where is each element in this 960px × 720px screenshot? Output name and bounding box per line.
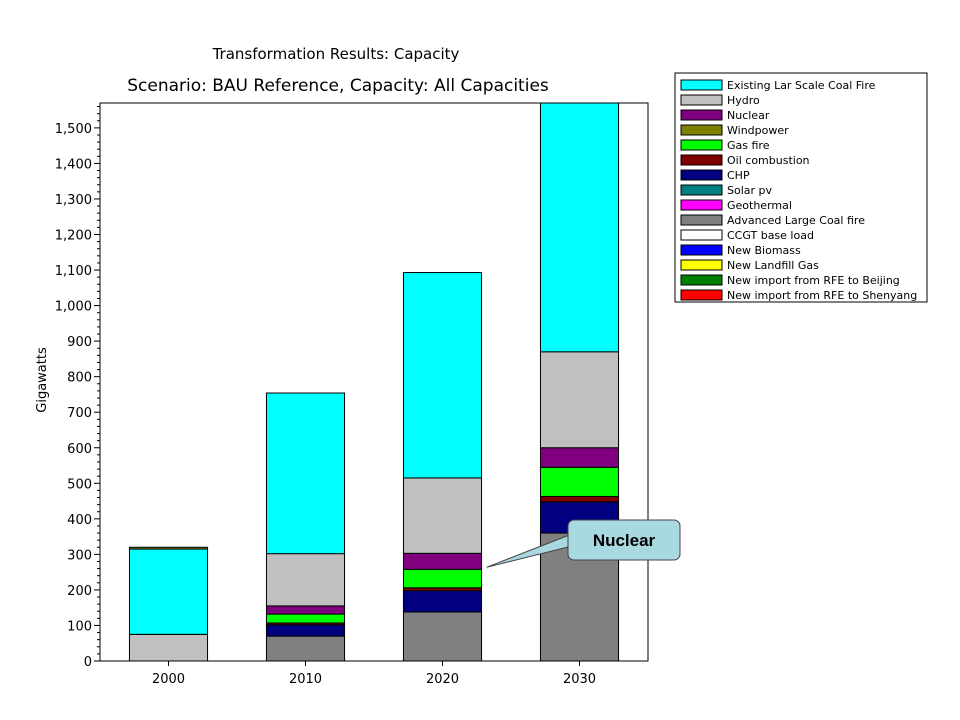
y-tick-label: 200	[67, 584, 92, 599]
legend-swatch	[680, 169, 723, 181]
y-tick-label: 1,000	[55, 300, 92, 315]
legend-entry: CCGT base load	[727, 229, 814, 242]
y-tick-label: 1,100	[55, 264, 92, 279]
bar-segment-oil-combustion-2030	[539, 495, 620, 503]
stacked-bars	[128, 102, 620, 662]
y-tick-label: 800	[67, 371, 92, 386]
legend-swatch	[680, 79, 723, 91]
legend-swatch	[680, 124, 723, 136]
nuclear-callout: Nuclear	[486, 519, 681, 568]
x-tick-label: 2030	[563, 672, 596, 687]
bar-segment-gas-fire-2020	[402, 568, 483, 589]
legend-swatch	[680, 199, 723, 211]
bar-segment-hydro-2010	[265, 553, 346, 607]
legend-swatch	[680, 244, 723, 256]
bar-segment-chp-2020	[402, 590, 483, 613]
legend-swatch	[680, 154, 723, 166]
legend-swatch	[680, 214, 723, 226]
legend-entry: Geothermal	[727, 199, 792, 212]
y-ticks: 0 100 200 300 400 500 600 700 800 900 1,000 1,100 1,…	[55, 106, 100, 670]
legend-swatch	[680, 274, 723, 286]
y-tick-label: 1,500	[55, 122, 92, 137]
bar-segment-hydro-2030	[539, 351, 620, 449]
legend-swatch	[680, 109, 723, 121]
y-tick-label: 900	[67, 335, 92, 350]
bar-segment-nuclear-2010	[265, 605, 346, 615]
legend-entry: Gas fire	[727, 139, 770, 152]
bar-segment-nuclear-2020	[402, 552, 483, 570]
y-tick-label: 700	[67, 406, 92, 421]
legend-swatch	[680, 184, 723, 196]
callout-box	[567, 519, 681, 561]
bar-segment-hydro-2000	[128, 633, 209, 662]
legend-entry: Existing Lar Scale Coal Fire	[727, 79, 876, 92]
y-axis-label: Gigawatts	[35, 347, 50, 413]
legend-swatch	[680, 94, 723, 106]
legend-entry: Hydro	[727, 94, 760, 107]
chart-subtitle: Scenario: BAU Reference, Capacity: All C…	[127, 76, 549, 96]
y-tick-label: 400	[67, 513, 92, 528]
legend-entry: New Biomass	[727, 244, 801, 257]
callout-text: Nuclear	[593, 531, 656, 550]
bar-segment-existing-lar-scale-coal-fire-2010	[265, 392, 346, 555]
bar-segment-gas-fire-2030	[539, 466, 620, 497]
legend-entry: New Landfill Gas	[727, 259, 819, 272]
x-tick-label: 2020	[426, 672, 459, 687]
bar-segment-existing-lar-scale-coal-fire-2020	[402, 272, 483, 479]
bar-segment-existing-lar-scale-coal-fire-2030	[539, 102, 620, 353]
legend-entry: New import from RFE to Shenyang	[727, 289, 917, 302]
legend-swatch	[680, 139, 723, 151]
bar-segment-existing-lar-scale-coal-fire-2000	[128, 548, 209, 635]
y-tick-label: 300	[67, 548, 92, 563]
legend-entry: Nuclear	[727, 109, 770, 122]
legend-swatch	[680, 289, 723, 301]
bar-segment-advanced-large-coal-fire-2010	[265, 635, 346, 662]
y-tick-label: 0	[84, 655, 92, 670]
x-ticks: 2000 2010 2020 2030	[152, 661, 596, 687]
x-tick-label: 2000	[152, 672, 185, 687]
legend-entry: Solar pv	[727, 184, 773, 197]
legend-entry: CHP	[727, 169, 750, 182]
y-tick-label: 100	[67, 619, 92, 634]
y-tick-label: 1,400	[55, 157, 92, 172]
chart-title: Transformation Results: Capacity	[212, 45, 460, 63]
bar-segment-advanced-large-coal-fire-2020	[402, 611, 483, 662]
y-tick-label: 500	[67, 477, 92, 492]
legend-swatch	[680, 259, 723, 271]
bar-segment-hydro-2020	[402, 477, 483, 554]
bar-segment-nuclear-2030	[539, 447, 620, 468]
y-tick-label: 1,300	[55, 193, 92, 208]
bar-segment-gas-fire-2010	[265, 613, 346, 624]
legend-entry: New import from RFE to Beijing	[727, 274, 900, 287]
legend: Existing Lar Scale Coal Fire Hydro Nuclear…	[674, 72, 928, 303]
y-tick-label: 1,200	[55, 229, 92, 244]
bar-segment-windpower-2000	[128, 546, 209, 550]
bar-segment-chp-2010	[265, 624, 346, 637]
legend-entry: Advanced Large Coal fire	[727, 214, 865, 227]
legend-swatch	[680, 229, 723, 241]
y-tick-label: 600	[67, 442, 92, 457]
legend-entry: Oil combustion	[727, 154, 810, 167]
legend-entry: Windpower	[727, 124, 789, 137]
x-tick-label: 2010	[289, 672, 322, 687]
